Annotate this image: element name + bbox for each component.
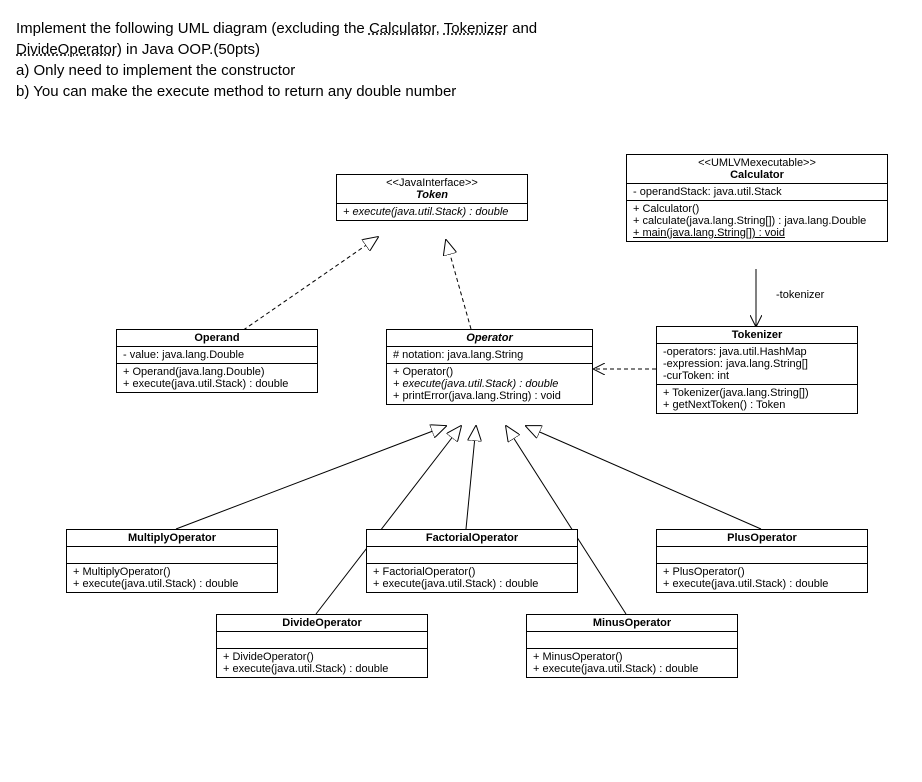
text: and <box>512 20 537 37</box>
operation: + execute(java.util.Stack) : double <box>373 578 571 590</box>
operation: + PlusOperator() <box>663 566 861 578</box>
operation: + execute(java.util.Stack) : double <box>343 206 521 218</box>
text: , <box>436 20 440 37</box>
class-factorial-operator: FactorialOperator + FactorialOperator() … <box>366 529 578 593</box>
operation: + Operand(java.lang.Double) <box>123 366 311 378</box>
operation: + printError(java.lang.String) : void <box>393 390 586 402</box>
class-tokenizer: Tokenizer -operators: java.util.HashMap … <box>656 326 858 414</box>
operation: + DivideOperator() <box>223 651 421 663</box>
operation: + execute(java.util.Stack) : double <box>223 663 421 675</box>
stereotype: <<UMLVMexecutable>> <box>633 157 881 169</box>
uml-diagram: -tokenizer <<JavaInterface>> Token + exe… <box>16 174 906 714</box>
uml-edges <box>16 174 906 714</box>
text-underline: Calculator <box>369 20 436 37</box>
operation: + execute(java.util.Stack) : double <box>73 578 271 590</box>
attribute: -expression: java.lang.String[] <box>663 358 851 370</box>
class-name: Operator <box>393 332 586 344</box>
attribute: -curToken: int <box>663 370 851 382</box>
operation-abstract: + execute(java.util.Stack) : double <box>393 378 586 390</box>
operation: + Tokenizer(java.lang.String[]) <box>663 387 851 399</box>
attribute: # notation: java.lang.String <box>393 349 586 361</box>
class-name: Tokenizer <box>663 329 851 341</box>
edge-label-tokenizer: -tokenizer <box>776 289 824 301</box>
class-operand: Operand - value: java.lang.Double + Oper… <box>116 329 318 393</box>
class-multiply-operator: MultiplyOperator + MultiplyOperator() + … <box>66 529 278 593</box>
question-item-a: a) Only need to implement the constructo… <box>16 62 906 79</box>
class-calculator: <<UMLVMexecutable>> Calculator - operand… <box>626 154 888 242</box>
operation: + FactorialOperator() <box>373 566 571 578</box>
class-name: Calculator <box>633 169 881 181</box>
operation-static: + main(java.lang.String[]) : void <box>633 227 881 239</box>
operation: + execute(java.util.Stack) : double <box>123 378 311 390</box>
class-name: Token <box>343 189 521 201</box>
class-name: MultiplyOperator <box>73 532 271 544</box>
class-plus-operator: PlusOperator + PlusOperator() + execute(… <box>656 529 868 593</box>
operation: + execute(java.util.Stack) : double <box>663 578 861 590</box>
stereotype: <<JavaInterface>> <box>343 177 521 189</box>
attribute: - operandStack: java.util.Stack <box>633 186 881 198</box>
text: ) in Java OOP.(50pts) <box>117 41 260 58</box>
class-name: FactorialOperator <box>373 532 571 544</box>
operation: + calculate(java.lang.String[]) : java.l… <box>633 215 881 227</box>
text-underline: Tokenizer <box>444 20 508 37</box>
operation: + Operator() <box>393 366 586 378</box>
question-line-2: DivideOperator) in Java OOP.(50pts) <box>16 41 906 58</box>
attribute: -operators: java.util.HashMap <box>663 346 851 358</box>
class-operator: Operator # notation: java.lang.String + … <box>386 329 593 405</box>
class-name: MinusOperator <box>533 617 731 629</box>
question-text: Implement the following UML diagram (exc… <box>16 20 906 100</box>
class-divide-operator: DivideOperator + DivideOperator() + exec… <box>216 614 428 678</box>
question-line-1: Implement the following UML diagram (exc… <box>16 20 906 37</box>
operation: + execute(java.util.Stack) : double <box>533 663 731 675</box>
class-name: DivideOperator <box>223 617 421 629</box>
operation: + MultiplyOperator() <box>73 566 271 578</box>
class-minus-operator: MinusOperator + MinusOperator() + execut… <box>526 614 738 678</box>
operation: + MinusOperator() <box>533 651 731 663</box>
class-token: <<JavaInterface>> Token + execute(java.u… <box>336 174 528 221</box>
class-name: PlusOperator <box>663 532 861 544</box>
text-underline: DivideOperator <box>16 41 117 58</box>
operation: + Calculator() <box>633 203 881 215</box>
question-item-b: b) You can make the execute method to re… <box>16 83 906 100</box>
class-name: Operand <box>123 332 311 344</box>
operation: + getNextToken() : Token <box>663 399 851 411</box>
attribute: - value: java.lang.Double <box>123 349 311 361</box>
text: Implement the following UML diagram (exc… <box>16 20 369 37</box>
